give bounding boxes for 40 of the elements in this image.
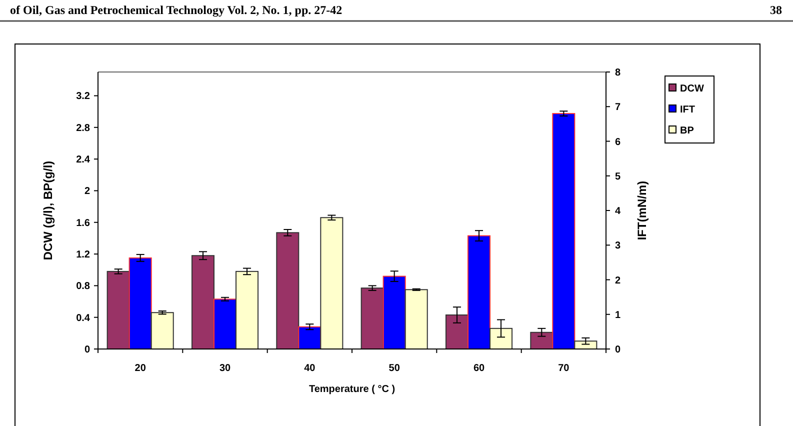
- text: of Oil, Gas and Petrochemical Technology Vol. 2, No. 1, pp. 27-42: [10, 3, 342, 17]
- legend-label: IFT: [680, 104, 695, 116]
- y-tick-label: 0.4: [76, 312, 90, 324]
- y-tick-label: 1.2: [76, 250, 90, 261]
- y-tick-label: 1.6: [76, 218, 90, 229]
- bar: [320, 217, 344, 350]
- bar: [298, 326, 322, 350]
- y2-tick-label: 5: [615, 171, 621, 182]
- bar: [530, 332, 554, 350]
- y-axis-title: DCW (g/l), BP(g/l): [41, 160, 55, 260]
- bar: [490, 328, 513, 350]
- legend-label: DCW: [680, 84, 704, 94]
- bar: [467, 235, 491, 350]
- text: 38: [770, 3, 782, 17]
- bar: [552, 113, 576, 350]
- x-tick-label: 70: [558, 363, 570, 374]
- y-tick-label: 2: [84, 186, 90, 198]
- y2-tick-label: 4: [615, 206, 621, 217]
- y2-tick-label: 3: [615, 240, 621, 252]
- x-tick-label: 40: [304, 363, 316, 374]
- legend-label: BP: [680, 126, 694, 136]
- y2-tick-label: 2: [615, 275, 621, 286]
- y-tick-label: 0.8: [76, 281, 90, 292]
- y-tick-label: 2.4: [76, 154, 90, 166]
- y2-tick-label: 8: [615, 68, 621, 78]
- x-tick-label: 60: [473, 363, 485, 374]
- y-tick-label: 2.8: [76, 122, 90, 134]
- y2-tick-label: 6: [615, 136, 621, 148]
- y2-tick-label: 7: [615, 102, 621, 114]
- bar: [276, 232, 300, 350]
- bar: [445, 314, 468, 350]
- x-tick-label: 30: [219, 363, 231, 374]
- x-axis-title: Temperature ( °C ): [308, 384, 396, 395]
- y2-tick-label: 0: [615, 344, 621, 356]
- y2-axis-title: IFT(mN/m): [635, 180, 649, 240]
- y2-tick-label: 1: [615, 310, 621, 321]
- x-tick-label: 20: [134, 363, 146, 374]
- y-tick-label: 3.2: [76, 91, 90, 102]
- x-tick-label: 50: [388, 363, 400, 374]
- y-tick-label: 0: [84, 344, 90, 356]
